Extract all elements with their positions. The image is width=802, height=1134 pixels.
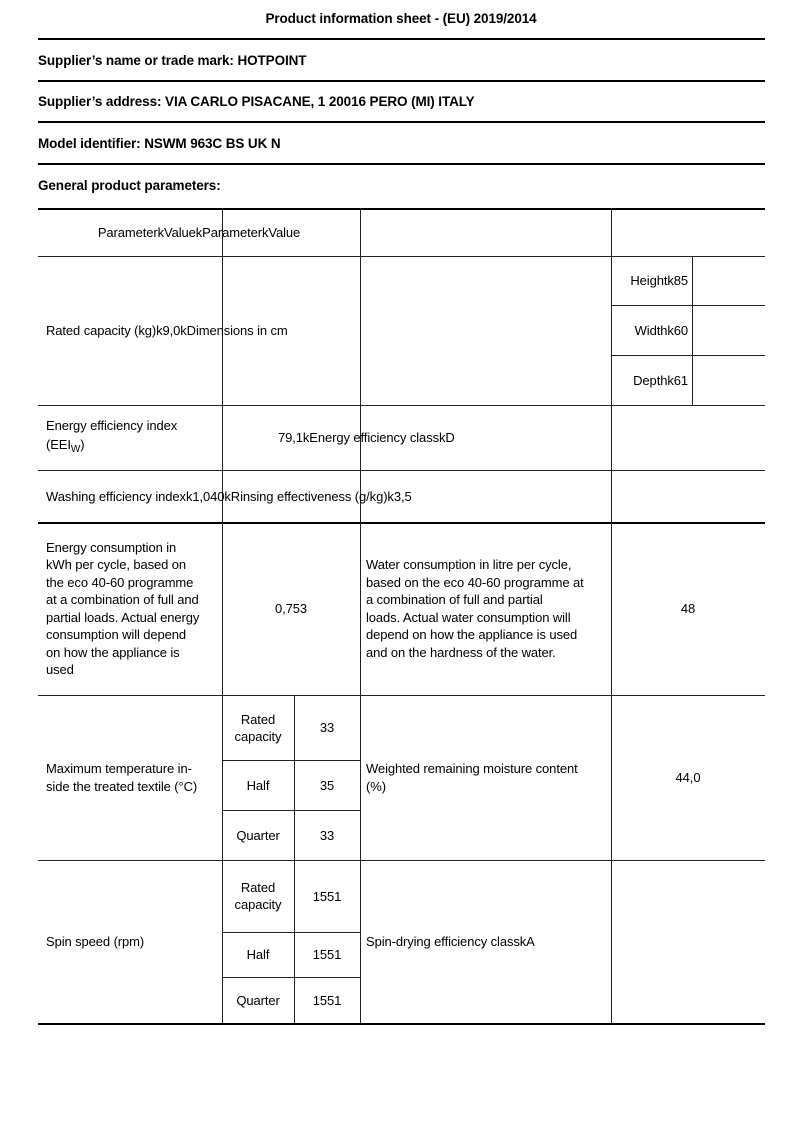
divider xyxy=(38,163,765,165)
dimension-width-cell: Widthk60 xyxy=(634,322,688,338)
washing-efficiency-cell: Washing efficiency indexk1,040kRinsing e… xyxy=(46,488,412,504)
eei-value-cell: 79,1kEnergy efficiency classkD xyxy=(278,430,455,445)
spin-quarter-value: 1551 xyxy=(312,992,342,1008)
eei-subscript: W xyxy=(70,444,81,455)
spin-rated-capacity-label: Rated capacity xyxy=(234,880,282,912)
moisture-content-label: Weighted remaining moisture content (%) xyxy=(366,761,578,794)
page-title: Product information sheet - (EU) 2019/20… xyxy=(265,11,537,26)
table-border xyxy=(611,305,765,306)
supplier-address-line: Supplier’s address: VIA CARLO PISACANE, … xyxy=(38,94,475,109)
spin-drying-efficiency-cell: Spin-drying efficiency classkA xyxy=(366,934,535,949)
energy-consumption-label: Energy consumption in kWh per cycle, bas… xyxy=(46,539,200,678)
table-border-section xyxy=(38,522,765,524)
divider xyxy=(38,121,765,123)
table-border xyxy=(611,355,765,356)
table-border xyxy=(611,208,612,1023)
table-border-bottom xyxy=(38,1023,765,1025)
table-border xyxy=(222,760,360,761)
spin-half-label: Half xyxy=(246,947,270,962)
spin-speed-label: Spin speed (rpm) xyxy=(46,934,145,949)
model-identifier-line: Model identifier: NSWM 963C BS UK N xyxy=(38,136,281,151)
table-border xyxy=(294,695,295,1023)
rated-capacity-cell: Rated capacity (kg)k9,0kDimensions in cm xyxy=(46,323,288,338)
moisture-content-value: 44,0 xyxy=(675,770,701,785)
supplier-name-line: Supplier’s name or trade mark: HOTPOINT xyxy=(38,53,307,68)
water-consumption-label: Water consumption in litre per cycle, ba… xyxy=(366,557,584,660)
spin-quarter-label: Quarter xyxy=(236,992,280,1008)
table-header-cell: ParameterkValuekParameterkValue xyxy=(97,224,301,240)
parameters-table: ParameterkValuekParameterkValue Rated ca… xyxy=(38,208,765,1025)
water-consumption-value: 48 xyxy=(680,601,696,616)
dimension-depth-cell: Depthk61 xyxy=(633,372,688,388)
temp-quarter-label: Quarter xyxy=(236,827,280,843)
table-border xyxy=(38,860,765,861)
spin-rated-capacity-value: 1551 xyxy=(312,888,342,904)
table-border xyxy=(222,977,360,978)
table-border xyxy=(360,208,361,1023)
table-border xyxy=(38,405,765,406)
divider xyxy=(38,38,765,40)
table-border xyxy=(38,256,765,257)
temp-half-label: Half xyxy=(246,777,270,793)
temp-rated-capacity-label: Rated capacity xyxy=(234,711,282,744)
temp-quarter-value: 33 xyxy=(319,827,335,843)
eei-label-cell: Energy efficiency index (EEIW) xyxy=(46,405,246,470)
table-border xyxy=(222,932,360,933)
max-temperature-label: Maximum temperature in- side the treated… xyxy=(46,761,198,794)
table-border xyxy=(38,695,765,696)
table-border xyxy=(38,470,765,471)
section-heading: General product parameters: xyxy=(38,178,221,193)
divider xyxy=(38,80,765,82)
eei-label-line1: Energy efficiency index xyxy=(46,418,178,433)
eei-label-line2: (EEIW) xyxy=(46,437,85,455)
table-border xyxy=(222,208,223,1023)
spin-half-value: 1551 xyxy=(312,947,342,962)
energy-consumption-value: 0,753 xyxy=(274,601,308,616)
table-border-top xyxy=(38,208,765,210)
dimension-height-cell: Heightk85 xyxy=(630,273,688,288)
temp-half-value: 35 xyxy=(319,777,335,793)
table-border xyxy=(692,256,693,405)
temp-rated-capacity-value: 33 xyxy=(319,720,335,735)
table-border xyxy=(222,810,360,811)
